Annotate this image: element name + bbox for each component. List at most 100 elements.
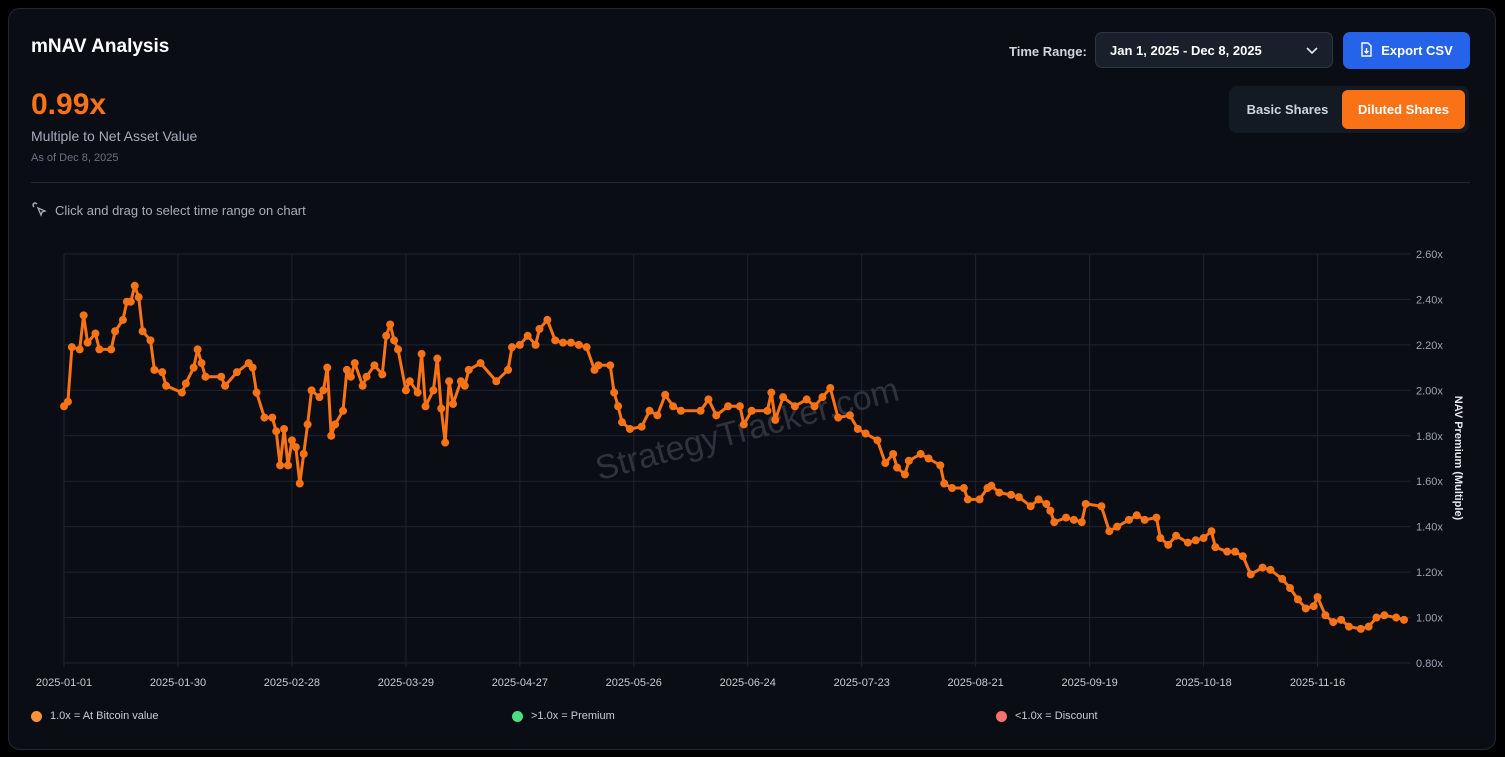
export-csv-label: Export CSV xyxy=(1381,43,1453,58)
y-tick-label: 1.60x xyxy=(1416,476,1443,488)
data-point xyxy=(1050,518,1059,527)
data-point xyxy=(339,406,348,415)
file-download-icon xyxy=(1360,41,1373,60)
data-point xyxy=(1183,538,1192,547)
data-point xyxy=(1392,613,1401,622)
x-tick-label: 2025-11-16 xyxy=(1290,677,1345,689)
legend-dot-red xyxy=(996,710,1007,722)
data-point xyxy=(1309,602,1318,611)
chevron-down-icon xyxy=(1306,43,1318,58)
data-point xyxy=(63,397,72,406)
data-point xyxy=(704,395,713,404)
data-point xyxy=(1337,615,1346,624)
data-point xyxy=(268,413,277,422)
legend-label: >1.0x = Premium xyxy=(531,710,615,722)
data-point xyxy=(370,361,379,370)
data-point xyxy=(464,365,473,374)
data-point xyxy=(177,388,186,397)
data-point xyxy=(232,368,241,377)
data-point xyxy=(676,406,685,415)
y-axis-ticks: 2.60x 2.40x 2.20x 2.00x 1.80x 1.60x 1.40x 1.20x… xyxy=(1416,249,1443,670)
data-point xyxy=(429,386,438,395)
data-point xyxy=(401,386,410,395)
data-point xyxy=(861,429,870,438)
data-point xyxy=(987,481,996,490)
data-point xyxy=(1207,527,1216,536)
data-point xyxy=(566,338,575,347)
data-point xyxy=(790,402,799,411)
data-point xyxy=(1152,513,1161,522)
data-point xyxy=(810,402,819,411)
data-point xyxy=(107,345,116,354)
legend-dot-green xyxy=(512,710,523,722)
y-tick-label: 1.40x xyxy=(1416,522,1443,534)
data-point xyxy=(1329,618,1338,627)
data-point xyxy=(1164,540,1173,549)
data-point xyxy=(618,418,627,427)
data-point xyxy=(394,345,403,354)
y-tick-label: 2.00x xyxy=(1416,385,1443,397)
data-point xyxy=(1223,547,1232,556)
data-point xyxy=(413,388,422,397)
data-point xyxy=(75,345,84,354)
data-point xyxy=(802,395,811,404)
data-point xyxy=(582,343,591,352)
data-point xyxy=(610,388,619,397)
data-point xyxy=(1113,522,1122,531)
data-point xyxy=(1258,563,1267,572)
data-point xyxy=(91,329,100,338)
data-point xyxy=(507,343,516,352)
data-point xyxy=(1313,593,1322,602)
data-point xyxy=(975,495,984,504)
chart-grid xyxy=(63,253,1410,667)
data-point xyxy=(712,411,721,420)
data-point xyxy=(818,393,827,402)
data-point xyxy=(1321,611,1330,620)
y-tick-label: 1.80x xyxy=(1416,431,1443,443)
data-point xyxy=(696,406,705,415)
data-point xyxy=(614,402,623,411)
data-point xyxy=(134,293,143,302)
data-point xyxy=(193,345,202,354)
diluted-shares-button[interactable]: Diluted Shares xyxy=(1342,90,1465,129)
data-point xyxy=(1062,513,1071,522)
data-point xyxy=(405,377,414,386)
data-point xyxy=(669,402,678,411)
data-point xyxy=(449,399,458,408)
data-point xyxy=(67,343,76,352)
data-point xyxy=(504,365,513,374)
data-point xyxy=(963,495,972,504)
data-point xyxy=(441,438,450,447)
data-point xyxy=(739,420,748,429)
legend-item-premium: >1.0x = Premium xyxy=(512,710,615,722)
data-point xyxy=(1278,574,1287,583)
data-point xyxy=(283,461,292,470)
x-tick-label: 2025-01-30 xyxy=(150,677,206,689)
data-point xyxy=(130,281,139,290)
basic-shares-button[interactable]: Basic Shares xyxy=(1246,102,1329,117)
time-range-select[interactable]: Jan 1, 2025 - Dec 8, 2025 xyxy=(1095,32,1333,68)
data-point xyxy=(83,338,92,347)
chart-hint-text: Click and drag to select time range on c… xyxy=(55,203,306,218)
data-point xyxy=(889,449,898,458)
data-point xyxy=(248,363,257,372)
x-tick-label: 2025-04-27 xyxy=(492,677,548,689)
data-point xyxy=(1081,499,1090,508)
data-point xyxy=(845,411,854,420)
x-tick-label: 2025-06-24 xyxy=(720,677,776,689)
export-csv-button[interactable]: Export CSV xyxy=(1343,32,1470,69)
data-point xyxy=(146,336,155,345)
data-point xyxy=(594,361,603,370)
data-point xyxy=(126,297,135,306)
data-point xyxy=(1238,552,1247,561)
data-point xyxy=(735,402,744,411)
data-point xyxy=(252,388,261,397)
data-point xyxy=(390,336,399,345)
divider xyxy=(31,182,1470,183)
data-point xyxy=(1007,490,1016,499)
data-point xyxy=(1380,611,1389,620)
data-point xyxy=(189,363,198,372)
data-point xyxy=(1077,518,1086,527)
data-point xyxy=(724,402,733,411)
